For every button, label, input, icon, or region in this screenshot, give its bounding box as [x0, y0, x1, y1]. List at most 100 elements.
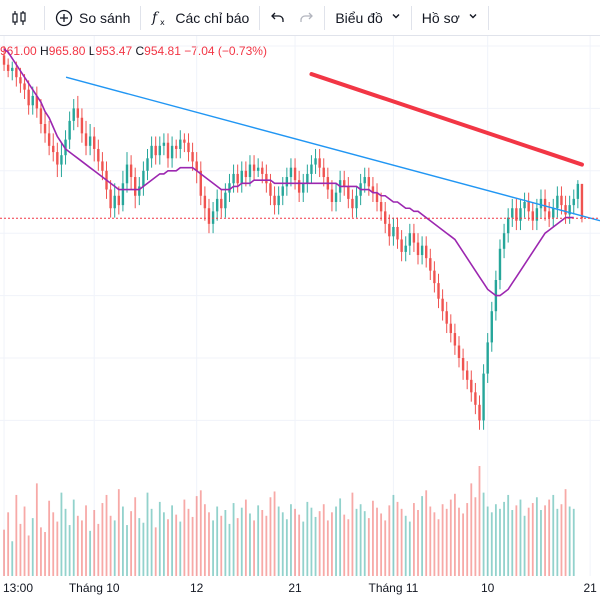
candle: [482, 364, 485, 430]
volume-bar: [453, 493, 456, 576]
volume-bar: [249, 513, 251, 576]
candle-body: [297, 180, 301, 193]
compare-button[interactable]: So sánh: [45, 0, 140, 36]
candle: [400, 230, 403, 262]
candle-body: [15, 67, 18, 78]
candle-body: [215, 198, 219, 212]
volume-bar: [208, 512, 210, 576]
candle-body: [97, 148, 100, 162]
candle-body: [457, 345, 461, 358]
candle: [470, 370, 473, 402]
chart-menu-label: Biểu đồ: [335, 9, 383, 26]
volume-bar: [519, 499, 522, 576]
chart-menu-button[interactable]: Biểu đồ: [325, 0, 410, 36]
volume-bar: [122, 506, 124, 576]
price-chart[interactable]: [0, 36, 600, 576]
volume-bar: [326, 520, 329, 576]
candle: [519, 198, 522, 231]
volume-bar: [531, 503, 534, 576]
candle: [6, 58, 10, 78]
volume-bar: [105, 494, 108, 576]
candle-body: [56, 152, 59, 165]
volume-bar: [171, 505, 173, 576]
candle: [248, 155, 252, 187]
volume-bar: [285, 519, 288, 576]
candle-body: [39, 108, 43, 124]
candlestick-icon: [10, 9, 28, 27]
candle-body: [363, 177, 366, 184]
candle: [396, 217, 399, 249]
candle-body: [478, 404, 481, 421]
candle: [207, 198, 211, 234]
profile-menu-button[interactable]: Hồ sơ: [412, 0, 488, 36]
candle: [355, 186, 358, 218]
candle: [64, 130, 67, 165]
redo-button[interactable]: [292, 0, 324, 36]
candle-body: [367, 177, 371, 187]
volume-bar: [273, 491, 276, 576]
volume-bar: [499, 508, 501, 576]
volume-bar: [281, 512, 284, 576]
candle: [203, 186, 207, 221]
volume-bar: [503, 501, 505, 576]
volume-bar: [490, 512, 493, 576]
candle: [146, 148, 149, 181]
candle-body: [27, 89, 30, 106]
ohlc-low: 953.47: [95, 44, 133, 58]
candle-body: [388, 223, 391, 237]
ohlc-close: 954.81: [144, 44, 181, 58]
volume-bar: [433, 512, 436, 576]
volume-bar: [72, 499, 75, 576]
candle: [371, 177, 375, 202]
candle: [142, 161, 145, 196]
volume-bar: [68, 525, 71, 576]
toolbar-divider: [324, 5, 326, 30]
candle-body: [68, 120, 71, 140]
volume-bar: [486, 506, 489, 576]
volume-bar: [150, 508, 153, 576]
volume-bar: [322, 504, 325, 576]
candle-body: [19, 77, 22, 84]
candle-body: [162, 142, 166, 146]
volume-bar: [515, 505, 518, 576]
candle: [228, 173, 231, 202]
volume-bar: [466, 503, 469, 576]
volume-bar: [27, 535, 30, 576]
volume-bar: [117, 489, 120, 576]
volume-bar: [494, 504, 497, 576]
candle: [420, 236, 424, 265]
candle-body: [461, 358, 465, 371]
candle-body: [445, 311, 448, 324]
candle: [244, 161, 248, 187]
undo-button[interactable]: [260, 0, 292, 36]
candle-body: [453, 333, 457, 346]
candlestick-type-button[interactable]: [0, 0, 44, 36]
candle-body: [482, 373, 485, 421]
volume-bar: [269, 497, 272, 576]
candle-body: [322, 167, 325, 178]
candle: [183, 133, 186, 153]
candle-body: [2, 55, 6, 65]
volume-bar: [183, 499, 186, 576]
candle: [556, 186, 559, 218]
candle: [490, 301, 493, 352]
candle-body: [93, 136, 96, 149]
candle: [289, 158, 293, 187]
ohlc-high: 965.80: [48, 44, 86, 58]
candle: [211, 202, 215, 234]
candle-body: [142, 170, 145, 187]
trendline[interactable]: [65, 76, 600, 222]
candle-body: [310, 164, 313, 174]
candle-body: [531, 211, 534, 221]
candle: [60, 142, 63, 178]
volume-bar: [40, 527, 42, 576]
volume-bar: [437, 519, 440, 576]
candle-body: [60, 155, 63, 165]
volume-bar: [162, 512, 165, 576]
volume-bar: [331, 512, 333, 576]
candle-body: [490, 311, 493, 343]
candle: [224, 183, 227, 218]
